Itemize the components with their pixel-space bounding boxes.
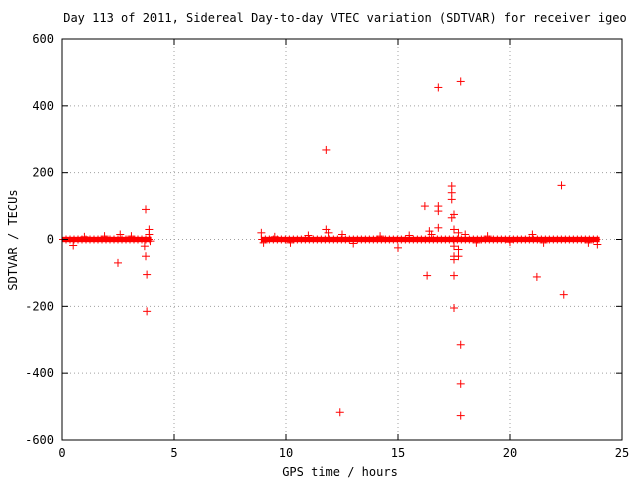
data-point [420,202,429,211]
data-point [456,340,465,349]
data-point [335,408,344,417]
x-tick-label: 25 [615,446,629,460]
data-point [454,228,463,237]
data-point [434,83,443,92]
data-point [559,290,568,299]
data-point [146,237,155,246]
data-point [143,270,152,279]
data-point [450,255,458,264]
data-point [532,272,541,281]
y-axis-label: SDTVAR / TECUs [6,189,20,290]
data-point [584,238,593,247]
data-point [456,379,465,388]
data-point [447,182,456,191]
data-point [322,145,331,154]
data-point [427,230,436,239]
x-tick-label: 0 [58,446,65,460]
data-point [506,238,514,247]
y-axis-ticks: -600 -400 -200 0 200 400 600 [25,32,622,447]
data-point [304,231,313,240]
data-point [447,188,456,197]
dense-data-bands [59,235,601,244]
data-point [557,181,566,190]
data-point [116,230,125,239]
data-point [434,207,443,216]
data-point [461,230,470,239]
data-point [142,252,150,261]
chart-title: Day 113 of 2011, Sidereal Day-to-day VTE… [63,11,627,25]
data-point [450,242,458,251]
data-point [257,228,266,237]
data-point [324,228,333,237]
data-point [376,232,385,241]
data-point [447,213,456,222]
data-point [143,307,152,316]
data-point [528,230,537,239]
data-point [127,232,136,241]
y-tick-label: 0 [47,233,54,247]
y-tick-label: 400 [32,99,54,113]
data-point [270,232,279,241]
data-point [450,210,458,219]
data-point [259,238,268,247]
y-tick-label: -200 [25,299,54,313]
data-point [483,232,492,241]
data-point [322,225,331,234]
data-point [456,77,465,86]
data-point [450,271,458,280]
data-point [80,232,89,241]
data-point [434,223,443,232]
x-tick-label: 10 [279,446,293,460]
x-tick-label: 15 [391,446,405,460]
data-point [349,239,358,248]
y-tick-label: 200 [32,166,54,180]
data-points [69,77,602,420]
data-point [145,230,154,239]
data-point [447,195,456,204]
data-point [69,241,78,250]
data-point [140,242,149,251]
data-point [472,238,481,247]
x-axis-ticks: 0 5 10 15 20 25 [58,39,629,460]
y-tick-label: 600 [32,32,54,46]
data-point [394,243,402,252]
data-point [425,227,434,236]
y-tick-label: -600 [25,433,54,447]
x-tick-label: 5 [170,446,177,460]
data-point [456,411,465,420]
data-point [423,271,432,280]
data-point [593,240,602,249]
data-point [100,232,109,241]
data-point [286,238,295,247]
data-point [539,238,548,247]
data-point [114,258,122,267]
x-tick-label: 20 [503,446,517,460]
data-point [450,225,458,234]
data-point [454,252,463,261]
y-tick-label: -400 [25,366,54,380]
x-axis-label: GPS time / hours [282,465,398,479]
data-point [142,205,150,214]
data-point [405,231,414,240]
data-point [454,245,463,254]
data-point [450,304,458,313]
data-point [338,230,346,239]
